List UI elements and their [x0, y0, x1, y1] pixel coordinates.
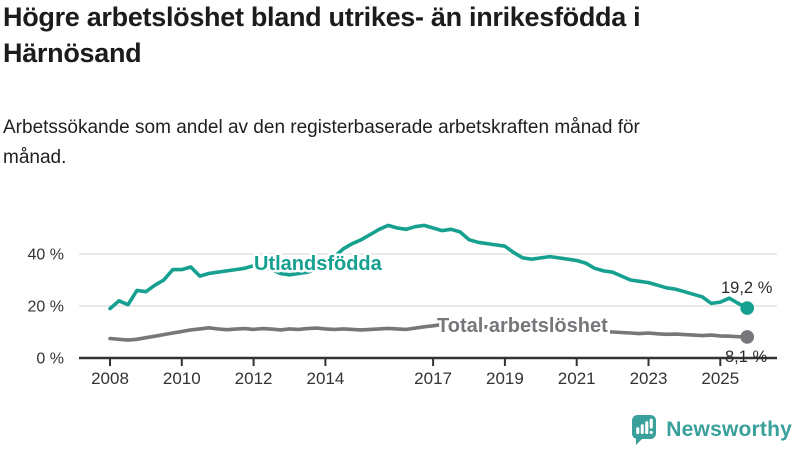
x-tick-label-2010: 2010: [163, 369, 201, 388]
chart-title: Högre arbetslöshet bland utrikes- än inr…: [3, 2, 641, 68]
y-tick-label-20pct: 20 %: [28, 299, 64, 316]
x-tick-label-2014: 2014: [306, 369, 344, 388]
x-tick-label-2019: 2019: [486, 369, 524, 388]
series-end-value-total: 8,1 %: [725, 348, 768, 366]
y-tick-label-0pct: 0 %: [36, 351, 64, 368]
series-line-utlandsfodda: [108, 223, 750, 311]
series-line-total: [108, 322, 750, 342]
x-tick-label-2023: 2023: [630, 369, 668, 388]
series-end-value-utlandsfodda: 19,2 %: [721, 279, 773, 297]
series-end-dot-total: [740, 330, 755, 344]
x-tick-label-2021: 2021: [558, 369, 596, 388]
x-tick-label-2012: 2012: [235, 369, 273, 388]
x-tick-label-2025: 2025: [701, 369, 739, 388]
newsworthy-logo: Newsworthy: [631, 414, 792, 446]
newsworthy-wordmark: Newsworthy: [666, 418, 792, 441]
chart-subtitle: Arbetssökande som andel av den registerb…: [3, 117, 640, 169]
y-tick-label-40pct: 40 %: [28, 247, 64, 264]
x-tick-label-2017: 2017: [414, 369, 452, 388]
x-tick-label-2008: 2008: [91, 369, 129, 388]
series-end-dot-utlandsfodda: [740, 301, 755, 315]
series-label-total: Total arbetslöshet: [437, 315, 608, 337]
series-label-utlandsfodda: Utlandsfödda: [254, 253, 383, 275]
newsworthy-bubble-chart-icon: [632, 415, 657, 445]
